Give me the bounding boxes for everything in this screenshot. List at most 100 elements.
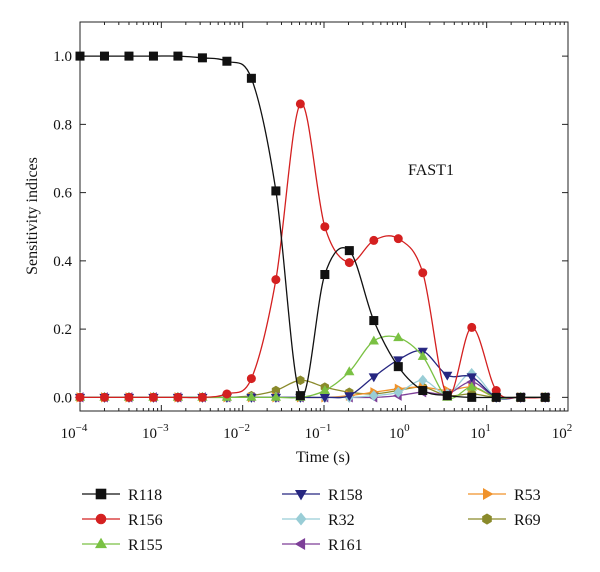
x-axis-label: Time (s): [296, 449, 350, 466]
data-point: [124, 392, 134, 402]
data-point: [344, 392, 355, 402]
series-r156: [75, 99, 550, 402]
legend-marker: [94, 537, 108, 549]
data-point: [173, 51, 183, 61]
legend-marker: [482, 487, 494, 501]
chart-annotation: FAST1: [408, 162, 454, 179]
data-point: [271, 186, 281, 196]
data-point: [148, 51, 158, 61]
x-tick-exponent: −2: [238, 422, 250, 434]
data-point: [344, 246, 354, 256]
x-tick-base: 10: [389, 426, 404, 442]
data-point: [75, 51, 85, 61]
data-point: [516, 392, 526, 402]
data-point: [271, 275, 281, 285]
y-axis-label: Sensitivity indices: [24, 157, 41, 275]
x-tick-label: 10−3: [142, 422, 169, 442]
legend-item-r53: R53: [468, 487, 541, 504]
data-point: [540, 392, 550, 402]
series-line-r156: [79, 103, 546, 399]
data-point: [75, 392, 85, 402]
data-point: [320, 222, 330, 232]
y-tick-label: 0.2: [53, 322, 72, 338]
legend-item-r32: R32: [282, 512, 355, 529]
x-tick-exponent: 1: [485, 422, 491, 434]
legend-marker: [294, 537, 306, 551]
data-point: [295, 99, 305, 109]
data-point: [368, 335, 379, 345]
data-point: [418, 386, 428, 396]
legend-item-r156: R156: [82, 512, 163, 529]
legend-item-r158: R158: [282, 487, 363, 504]
x-tick-base: 10: [61, 426, 76, 442]
data-point: [442, 391, 452, 401]
data-point: [417, 350, 428, 360]
series-line-r118: [80, 55, 546, 399]
legend-marker: [95, 513, 107, 525]
x-tick-base: 10: [552, 426, 567, 442]
data-point: [320, 270, 330, 280]
data-point: [466, 373, 477, 383]
x-tick-label: 100: [389, 422, 410, 442]
series-r155: [74, 332, 551, 401]
data-point: [270, 391, 282, 401]
y-axis-ticks: 0.0 0.2 0.4 0.6 0.8 1.0: [53, 49, 568, 406]
legend-label: R155: [128, 537, 163, 554]
data-point: [319, 385, 331, 395]
legend-label: R158: [328, 487, 363, 504]
data-point: [246, 391, 257, 401]
x-tick-exponent: 0: [404, 422, 410, 434]
legend-label: R69: [514, 512, 541, 529]
data-point: [246, 73, 256, 83]
data-point: [369, 235, 379, 245]
data-point: [466, 381, 477, 391]
y-tick-label: 0.8: [53, 117, 72, 133]
x-tick-label: 10−1: [305, 422, 332, 442]
data-point: [491, 392, 501, 402]
x-tick-exponent: −3: [157, 422, 169, 434]
data-point: [467, 322, 477, 332]
legend-item-r118: R118: [82, 487, 162, 504]
legend-label: R32: [328, 512, 355, 529]
x-tick-exponent: −1: [320, 422, 332, 434]
data-point: [173, 392, 183, 402]
data-point: [222, 56, 232, 66]
x-tick-base: 10: [223, 426, 238, 442]
x-tick-base: 10: [470, 426, 485, 442]
data-point: [246, 374, 256, 384]
data-point: [99, 392, 109, 402]
data-point: [368, 373, 379, 383]
data-point: [124, 51, 134, 61]
data-point: [369, 316, 379, 326]
data-point: [393, 332, 404, 342]
data-point: [344, 366, 355, 376]
data-point: [393, 362, 403, 372]
series-r118: [75, 51, 550, 402]
data-point: [222, 389, 232, 399]
x-tick-base: 10: [305, 426, 320, 442]
y-tick-label: 0.0: [53, 390, 72, 406]
data-point: [393, 234, 403, 244]
legend-item-r161: R161: [282, 537, 363, 554]
legend-label: R118: [128, 487, 162, 504]
data-point: [344, 258, 354, 268]
legend-marker: [482, 513, 492, 525]
legend-label: R161: [328, 537, 363, 554]
legend-item-r69: R69: [468, 512, 541, 529]
data-point: [295, 391, 305, 401]
data-point: [197, 53, 207, 63]
data-point: [369, 390, 379, 402]
data-point: [148, 392, 158, 402]
x-tick-exponent: 2: [567, 422, 573, 434]
x-axis-ticks: 10−4 10−3 10−2 10−1 100 101 102: [61, 22, 573, 442]
legend-marker: [95, 488, 107, 500]
legend-label: R156: [128, 512, 163, 529]
plot-frame: [79, 21, 569, 412]
legend-label: R53: [514, 487, 541, 504]
data-point: [442, 371, 453, 381]
data-point: [418, 268, 428, 278]
data-point: [467, 392, 477, 402]
x-tick-label: 10−2: [223, 422, 250, 442]
legend-marker: [294, 489, 308, 501]
y-tick-label: 1.0: [53, 49, 72, 65]
